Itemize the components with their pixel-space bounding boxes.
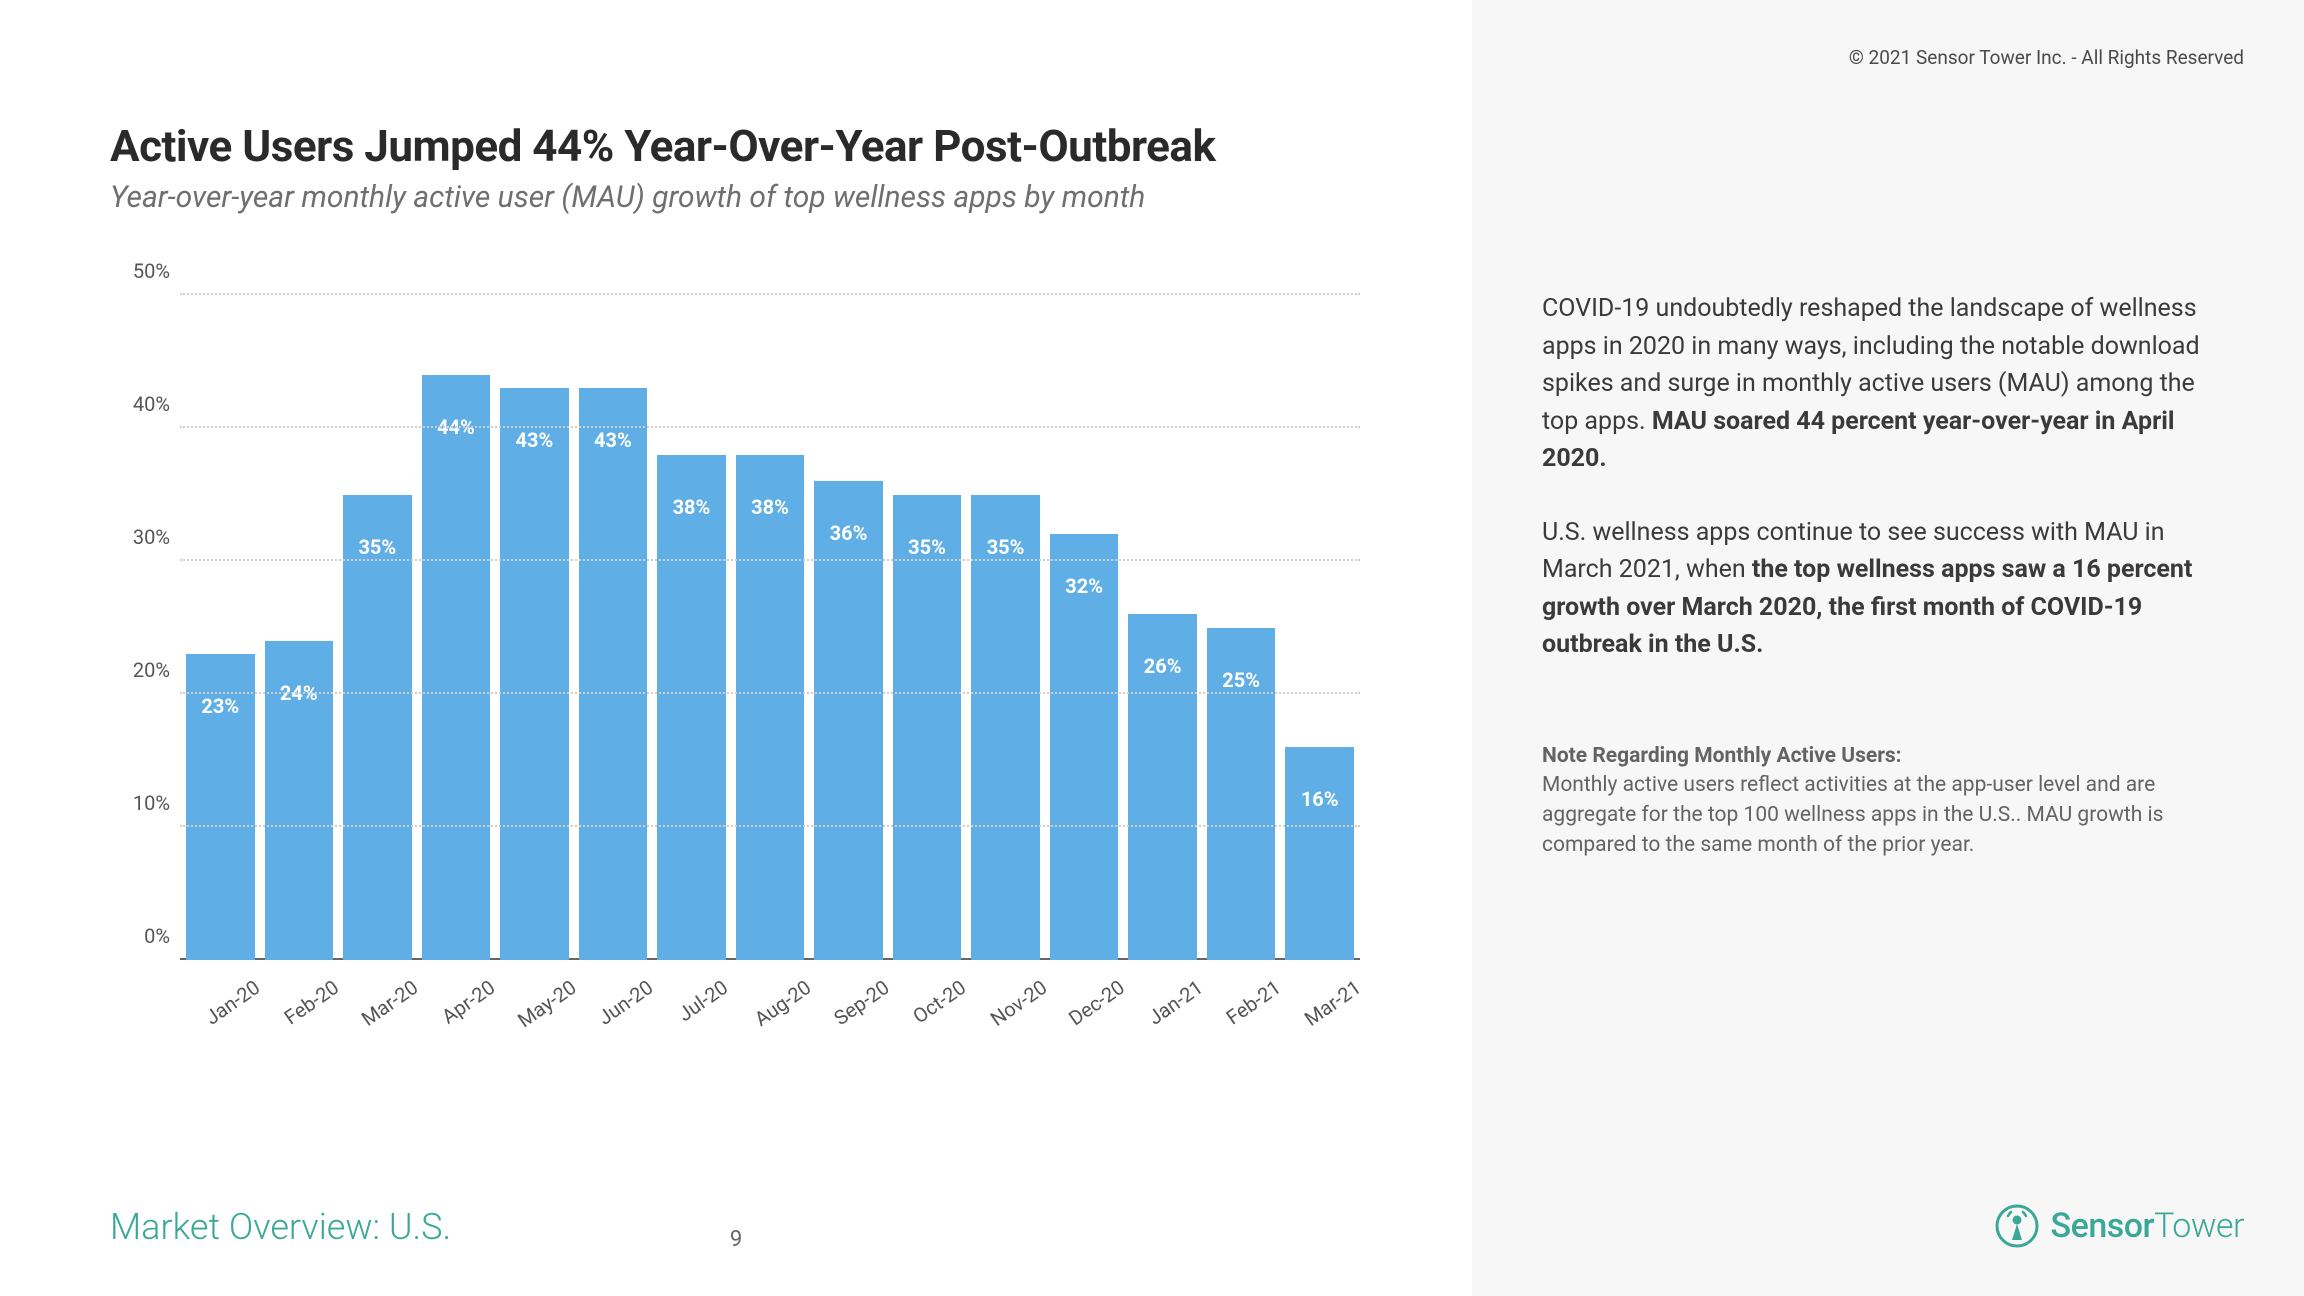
chart-xtick: Jan-21 bbox=[1128, 965, 1197, 1080]
chart-bar: 25% bbox=[1207, 628, 1276, 961]
chart-bar: 43% bbox=[500, 388, 569, 960]
slide-subtitle: Year-over-year monthly active user (MAU)… bbox=[110, 180, 1402, 215]
brand-logo: SensorTower bbox=[1995, 1204, 2244, 1248]
chart-xtick: Dec-20 bbox=[1050, 965, 1119, 1080]
chart-bar: 24% bbox=[265, 641, 334, 960]
slide: Active Users Jumped 44% Year-Over-Year P… bbox=[0, 0, 2304, 1296]
chart-xtick: Nov-20 bbox=[971, 965, 1040, 1080]
page-number: 9 bbox=[730, 1227, 742, 1252]
chart-bar-label: 43% bbox=[594, 428, 632, 452]
main-panel: Active Users Jumped 44% Year-Over-Year P… bbox=[0, 0, 1472, 1296]
note-title: Note Regarding Monthly Active Users: bbox=[1542, 744, 2234, 768]
chart-ytick: 0% bbox=[110, 924, 170, 948]
chart-bar-label: 35% bbox=[987, 535, 1025, 559]
bar-chart: 23% 24% 35% 44% 43% 43% 38% 38% 36% 35% 35% 32% 26% 2… bbox=[110, 290, 1360, 1080]
chart-xtick: Jun-20 bbox=[579, 965, 648, 1080]
chart-bar: 38% bbox=[657, 455, 726, 960]
chart-xtick: Mar-20 bbox=[343, 965, 412, 1080]
copyright-text: © 2021 Sensor Tower Inc. - All Rights Re… bbox=[1849, 46, 2244, 69]
brand-name: SensorTower bbox=[2051, 1206, 2244, 1246]
chart-bar: 16% bbox=[1285, 747, 1354, 960]
chart-bar-label: 43% bbox=[516, 428, 554, 452]
sensor-tower-icon bbox=[1995, 1204, 2039, 1248]
chart-bar: 26% bbox=[1128, 614, 1197, 960]
chart-bar-label: 38% bbox=[751, 495, 789, 519]
chart-bar: 23% bbox=[186, 654, 255, 960]
chart-bar: 36% bbox=[814, 481, 883, 960]
brand-name-a: Sensor bbox=[2051, 1206, 2155, 1246]
chart-ytick: 20% bbox=[110, 658, 170, 682]
chart-bar-label: 26% bbox=[1144, 654, 1182, 678]
chart-bar-label: 36% bbox=[830, 521, 868, 545]
chart-xtick: Mar-21 bbox=[1285, 965, 1354, 1080]
chart-bars: 23% 24% 35% 44% 43% 43% 38% 38% 36% 35% 35% 32% 26% 2… bbox=[180, 295, 1360, 960]
chart-bar-label: 35% bbox=[358, 535, 396, 559]
section-label: Market Overview: U.S. bbox=[110, 1206, 451, 1248]
chart-bar: 35% bbox=[971, 495, 1040, 961]
chart-xtick: Feb-21 bbox=[1207, 965, 1276, 1080]
chart-ytick: 30% bbox=[110, 525, 170, 549]
chart-xtick: Sep-20 bbox=[814, 965, 883, 1080]
chart-bar-label: 32% bbox=[1065, 574, 1103, 598]
chart-plot-area: 23% 24% 35% 44% 43% 43% 38% 38% 36% 35% 35% 32% 26% 2… bbox=[180, 295, 1360, 960]
chart-bar-label: 38% bbox=[673, 495, 711, 519]
chart-bar: 43% bbox=[579, 388, 648, 960]
chart-xtick: Jul-20 bbox=[657, 965, 726, 1080]
chart-xtick: May-20 bbox=[500, 965, 569, 1080]
chart-bar: 35% bbox=[343, 495, 412, 961]
chart-ytick: 40% bbox=[110, 392, 170, 416]
chart-ytick: 50% bbox=[110, 259, 170, 283]
chart-xtick: Aug-20 bbox=[736, 965, 805, 1080]
chart-x-labels: Jan-20Feb-20Mar-20Apr-20May-20Jun-20Jul-… bbox=[180, 965, 1360, 1080]
chart-xtick: Apr-20 bbox=[422, 965, 491, 1080]
chart-bar-label: 16% bbox=[1301, 787, 1339, 811]
chart-bar-label: 23% bbox=[201, 694, 239, 718]
brand-name-b: Tower bbox=[2154, 1206, 2244, 1246]
body-paragraph-1: COVID-19 undoubtedly reshaped the landsc… bbox=[1542, 290, 2234, 478]
sidebar-panel: © 2021 Sensor Tower Inc. - All Rights Re… bbox=[1472, 0, 2304, 1296]
chart-gridline bbox=[180, 692, 1360, 694]
chart-gridline bbox=[180, 426, 1360, 428]
chart-ytick: 10% bbox=[110, 791, 170, 815]
chart-bar: 44% bbox=[422, 375, 491, 960]
chart-gridline bbox=[180, 559, 1360, 561]
chart-xtick: Jan-20 bbox=[186, 965, 255, 1080]
chart-bar: 38% bbox=[736, 455, 805, 960]
chart-gridline bbox=[180, 825, 1360, 827]
chart-bar: 35% bbox=[893, 495, 962, 961]
chart-xtick: Oct-20 bbox=[893, 965, 962, 1080]
chart-bar: 32% bbox=[1050, 534, 1119, 960]
slide-title: Active Users Jumped 44% Year-Over-Year P… bbox=[110, 120, 1402, 172]
note-body: Monthly active users reflect activities … bbox=[1542, 770, 2234, 861]
chart-gridline bbox=[180, 293, 1360, 295]
body-paragraph-2: U.S. wellness apps continue to see succe… bbox=[1542, 514, 2234, 664]
chart-xtick: Feb-20 bbox=[265, 965, 334, 1080]
chart-bar-label: 35% bbox=[908, 535, 946, 559]
chart-bar-label: 25% bbox=[1222, 668, 1260, 692]
